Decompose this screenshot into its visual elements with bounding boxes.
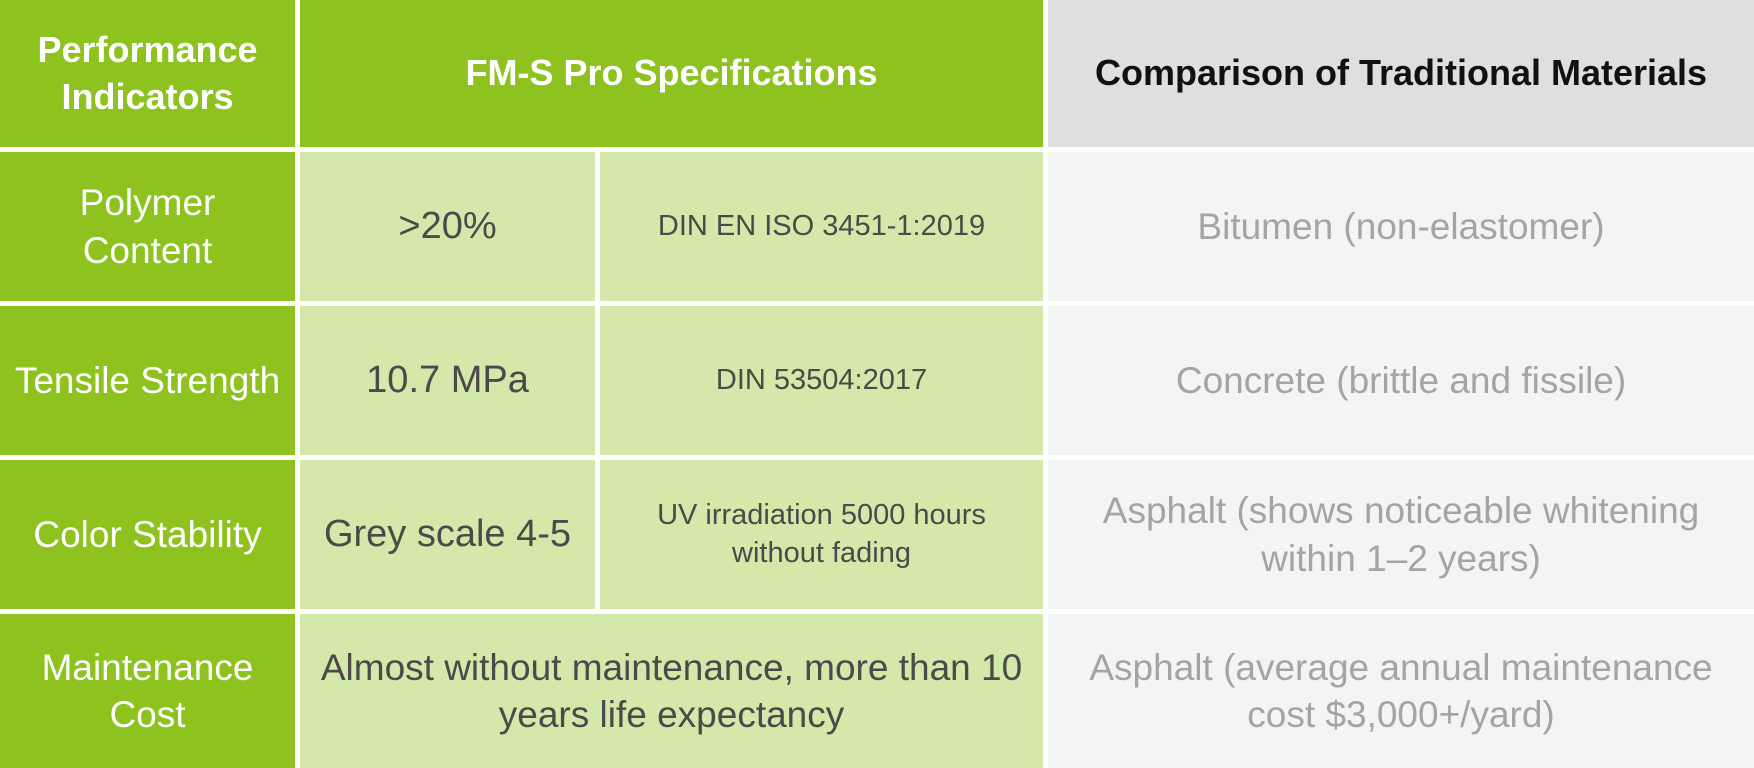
comparison-cell: Asphalt (average annual maintenance cost… — [1048, 614, 1754, 768]
test-method-cell: DIN EN ISO 3451-1:2019 — [600, 152, 1049, 306]
table-row: Polymer Content >20% DIN EN ISO 3451-1:2… — [0, 152, 1754, 306]
indicator-cell: Polymer Content — [0, 152, 300, 306]
indicator-cell: Maintenance Cost — [0, 614, 300, 768]
value-cell: Almost without maintenance, more than 10… — [300, 614, 1049, 768]
header-traditional-materials: Comparison of Traditional Materials — [1048, 0, 1754, 152]
table-row: Color Stability Grey scale 4-5 UV irradi… — [0, 460, 1754, 614]
indicator-cell: Tensile Strength — [0, 306, 300, 460]
test-method-cell: UV irradiation 5000 hours without fading — [600, 460, 1049, 614]
comparison-cell: Concrete (brittle and fissile) — [1048, 306, 1754, 460]
value-cell: 10.7 MPa — [300, 306, 600, 460]
comparison-cell: Asphalt (shows noticeable whitening with… — [1048, 460, 1754, 614]
test-method-cell: DIN 53504:2017 — [600, 306, 1049, 460]
comparison-cell: Bitumen (non-elastomer) — [1048, 152, 1754, 306]
value-cell: >20% — [300, 152, 600, 306]
header-row: Performance Indicators FM-S Pro Specific… — [0, 0, 1754, 152]
header-fm-s-pro-specifications: FM-S Pro Specifications — [300, 0, 1049, 152]
indicator-cell: Color Stability — [0, 460, 300, 614]
header-performance-indicators: Performance Indicators — [0, 0, 300, 152]
table-row: Maintenance Cost Almost without maintena… — [0, 614, 1754, 768]
value-cell: Grey scale 4-5 — [300, 460, 600, 614]
table-row: Tensile Strength 10.7 MPa DIN 53504:2017… — [0, 306, 1754, 460]
